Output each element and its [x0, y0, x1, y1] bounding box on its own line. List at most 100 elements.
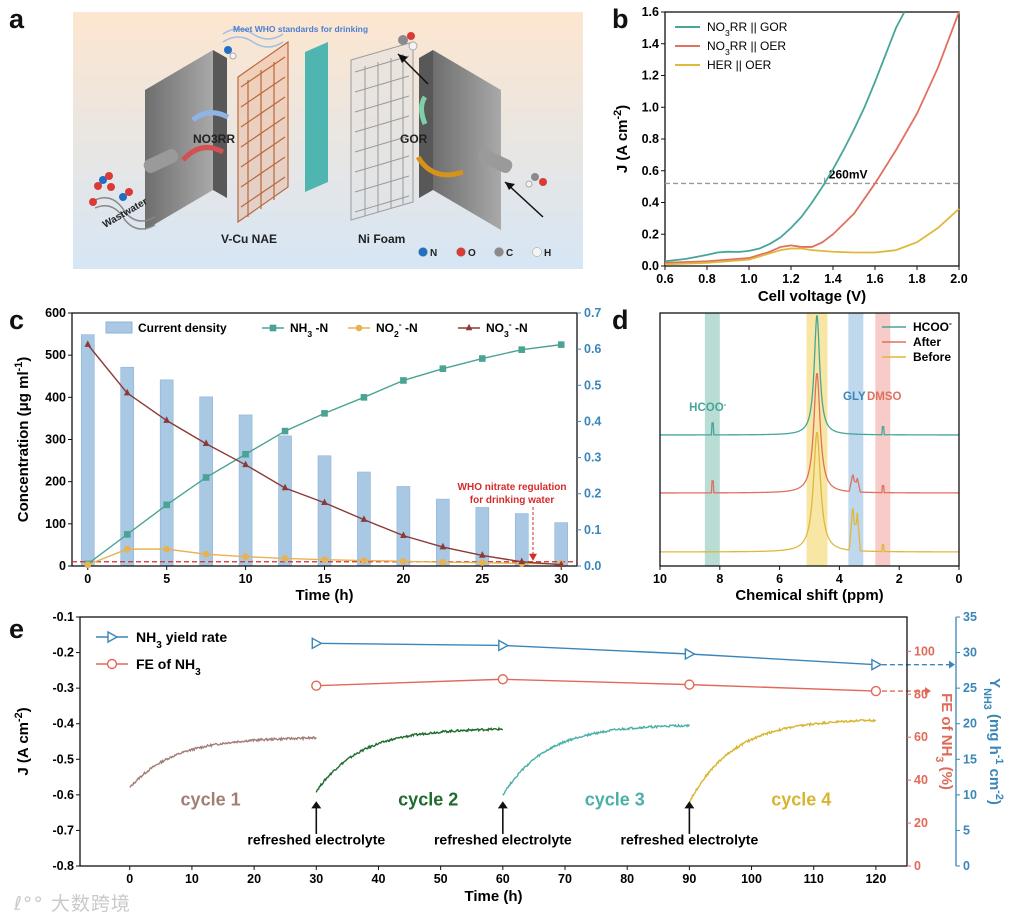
y-axis-title: Concentration (μg ml-1)	[13, 357, 32, 522]
band-3	[875, 313, 891, 566]
y2-tick-label: 0.0	[584, 559, 601, 573]
nifoam-label: Ni Foam	[358, 232, 405, 246]
y-axis-title-part: )	[15, 707, 32, 712]
point-1-4	[242, 553, 249, 561]
point-0-7	[360, 394, 368, 401]
legend-marker-1	[355, 324, 363, 332]
y3-axis-title-part: )	[986, 800, 1003, 805]
legend-label-2-part: 3	[504, 329, 509, 339]
y-axis-title-part: )	[614, 105, 631, 110]
inlet-arrow	[504, 181, 544, 218]
legend-label-2-part: NO	[486, 321, 504, 335]
atom-legend-marker-H	[532, 247, 542, 257]
point-1-6	[321, 556, 328, 563]
legend-label-0-part: RR || GOR	[730, 20, 788, 34]
nifoam-lattice	[350, 41, 414, 221]
point-2-3	[202, 439, 210, 447]
legend-marker-0	[107, 630, 119, 644]
who-note: Meet WHO standards for drinking	[233, 24, 368, 34]
y-axis-title-part: cm	[15, 722, 32, 744]
vcu-label: V-Cu NAE	[221, 232, 277, 246]
atom-legend-marker-O	[456, 247, 466, 257]
no3rr-arrow	[181, 145, 225, 162]
left-electrode-plate	[145, 50, 213, 230]
peak-label-1-part: GLY	[843, 391, 866, 403]
atom-legend-label-C: C	[506, 248, 513, 259]
legend-label-0-part: NH	[136, 629, 156, 645]
legend-label-0: NH3 yield rate	[136, 629, 227, 651]
product-molecules	[224, 32, 547, 188]
y-tick-label: 400	[45, 390, 66, 404]
y3-axis-title-part: Y	[986, 678, 1003, 688]
legend-bar-swatch	[105, 321, 133, 334]
schematic-illustration: Meet WHO standards for drinking NO3RR GO…	[73, 12, 583, 269]
y2-tick-label: 0.5	[584, 378, 601, 392]
x-tick-label: 110	[804, 872, 824, 886]
x-tick-label: 40	[372, 872, 386, 886]
watermark-logo-icon: ℓ°°	[14, 893, 44, 915]
y-tick-label: 0.8	[642, 132, 659, 146]
panel-label-a: a	[9, 4, 25, 34]
x-tick-label: 10	[239, 572, 253, 586]
y-tick-label: 200	[45, 475, 66, 489]
x-tick-label: 0	[956, 572, 963, 586]
spectrum-2	[659, 431, 960, 553]
clean-water-flow	[222, 28, 284, 40]
spectrum-1	[659, 373, 960, 494]
bar-4	[238, 414, 253, 567]
left-pipe	[143, 149, 179, 173]
x-tick-label: 80	[620, 872, 634, 886]
x-axis-title: Time (h)	[464, 888, 522, 905]
point-1-3	[202, 550, 210, 558]
x-tick-label: 60	[496, 872, 510, 886]
point-2-9	[439, 542, 447, 550]
y-axis-title-part: -2	[13, 712, 25, 722]
y2-axis-title-part: 3	[933, 756, 945, 762]
legend-label-2-part: -N	[512, 321, 528, 335]
y2-tick-label: 0.7	[584, 306, 601, 320]
point-0-3	[871, 658, 883, 671]
series-line-0	[664, 11, 906, 263]
legend-label-0-part: 3	[156, 640, 162, 651]
y2-tick-label: 0.6	[584, 342, 601, 356]
x-tick-label: 8	[716, 572, 723, 586]
peak-label-0: HCOO-	[689, 400, 727, 415]
legend-label-1-part: -N	[402, 321, 418, 335]
y-axis-title-part: J (A	[614, 141, 631, 173]
membrane	[305, 42, 328, 192]
point-2-7	[360, 515, 368, 522]
y3-tick-label: 0	[963, 859, 970, 873]
x-tick-label: 50	[434, 872, 448, 886]
bar-9	[436, 498, 450, 567]
series-line-1	[316, 678, 876, 692]
right-electrode-plate	[433, 50, 501, 230]
point-0-1	[123, 531, 131, 538]
point-0-5	[281, 427, 289, 435]
event-arrowhead-1	[497, 801, 508, 809]
y-tick-label: 0.4	[642, 196, 659, 210]
point-2-11	[518, 557, 526, 565]
point-0-6	[321, 410, 328, 417]
point-1-2	[163, 545, 170, 553]
cycle-curve-1	[315, 726, 504, 793]
x-tick-label: 100	[741, 872, 762, 886]
legend-label-0-part: NO	[707, 20, 725, 34]
y-tick-label: 0.0	[642, 259, 659, 273]
y-axis-title-part: -1	[13, 362, 25, 372]
y-tick-label: 300	[45, 433, 66, 447]
watermark-text: 大数跨境	[50, 893, 131, 915]
y-axis-title-part: -2	[612, 110, 624, 120]
bar-6	[317, 455, 332, 567]
bar-0	[80, 334, 95, 567]
point-2-0	[84, 340, 92, 347]
y3-axis-title-part: NH3	[981, 688, 993, 710]
watermark: ℓ°° 大数跨境	[14, 889, 131, 916]
y-tick-label: 0.2	[642, 227, 659, 241]
peak-label-0-part: -	[724, 400, 727, 409]
y-tick-label: 500	[45, 348, 66, 362]
point-0-1	[498, 639, 510, 652]
legend-label-0: NO3RR || GOR	[707, 20, 788, 38]
atom-legend-label-H: H	[544, 248, 551, 259]
x-tick-label: 20	[396, 572, 410, 586]
y-tick-label: -0.2	[52, 646, 74, 660]
